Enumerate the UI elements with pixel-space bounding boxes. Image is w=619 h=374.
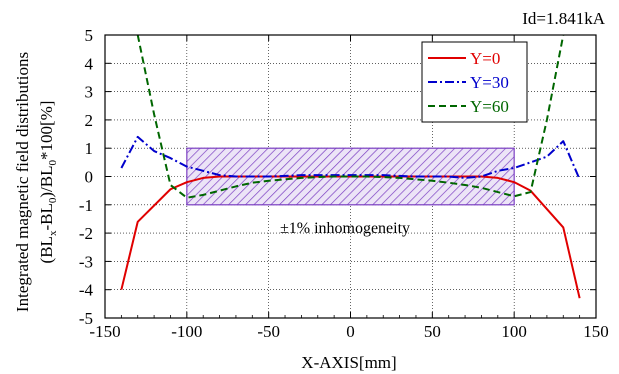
x-tick-label: 150 (583, 322, 609, 341)
series-group (120, 34, 581, 299)
y-tick-label: 4 (85, 54, 94, 73)
x-tick-label: 100 (501, 322, 527, 341)
y-axis-title-line1: Integrated magnetic field distributions (13, 52, 32, 312)
ylabel-sub-x: x (47, 230, 59, 236)
y-tick-label: -5 (79, 309, 93, 328)
legend-label: Y=0 (470, 49, 500, 68)
ylabel-sub-0b: 0 (47, 160, 59, 166)
y-tick-label: 3 (85, 83, 94, 102)
tick-labels: -150 -100 -50 0 50 100 150 -5 -4 -3 -2 -1 0 1 2 3 4 5 (79, 26, 609, 341)
y-tick-label: 5 (85, 26, 94, 45)
y-tick-label: 1 (85, 139, 94, 158)
x-axis-title: X-AXIS[mm] (301, 353, 396, 372)
ylabel-part-b: -BL (37, 203, 56, 230)
plot-frame (104, 34, 597, 319)
band-label: ±1% inhomogeneity (280, 220, 410, 237)
y-tick-label: -4 (79, 281, 94, 300)
y-tick-label: 0 (85, 168, 94, 187)
y-tick-label: -2 (79, 224, 93, 243)
ylabel-sub-0a: 0 (47, 197, 59, 203)
x-tick-label: -100 (171, 322, 202, 341)
series-line-1 (120, 175, 581, 299)
legend-label: Y=60 (470, 97, 509, 116)
x-tick-label: -150 (89, 322, 120, 341)
series-line-2 (120, 135, 581, 180)
x-tick-label: 0 (346, 322, 355, 341)
x-tick-label: -50 (257, 322, 280, 341)
ylabel-part-a: (BL (37, 236, 56, 263)
y-tick-label: 2 (85, 111, 94, 130)
legend-box (421, 41, 528, 123)
y-tick-label: -1 (79, 196, 93, 215)
x-tick-label: 50 (424, 322, 441, 341)
chart-title: Id=1.841kA (522, 9, 605, 28)
ylabel-part-c: )/BL (37, 166, 56, 198)
y-axis-title-line2: (BLx-BL0)/BL0*100[%] (37, 101, 59, 264)
legend: Y=0 Y=30 Y=60 (421, 41, 528, 123)
y-tick-label: -3 (79, 252, 93, 271)
ylabel-part-d: *100[%] (37, 101, 56, 160)
legend-label: Y=30 (470, 73, 509, 92)
